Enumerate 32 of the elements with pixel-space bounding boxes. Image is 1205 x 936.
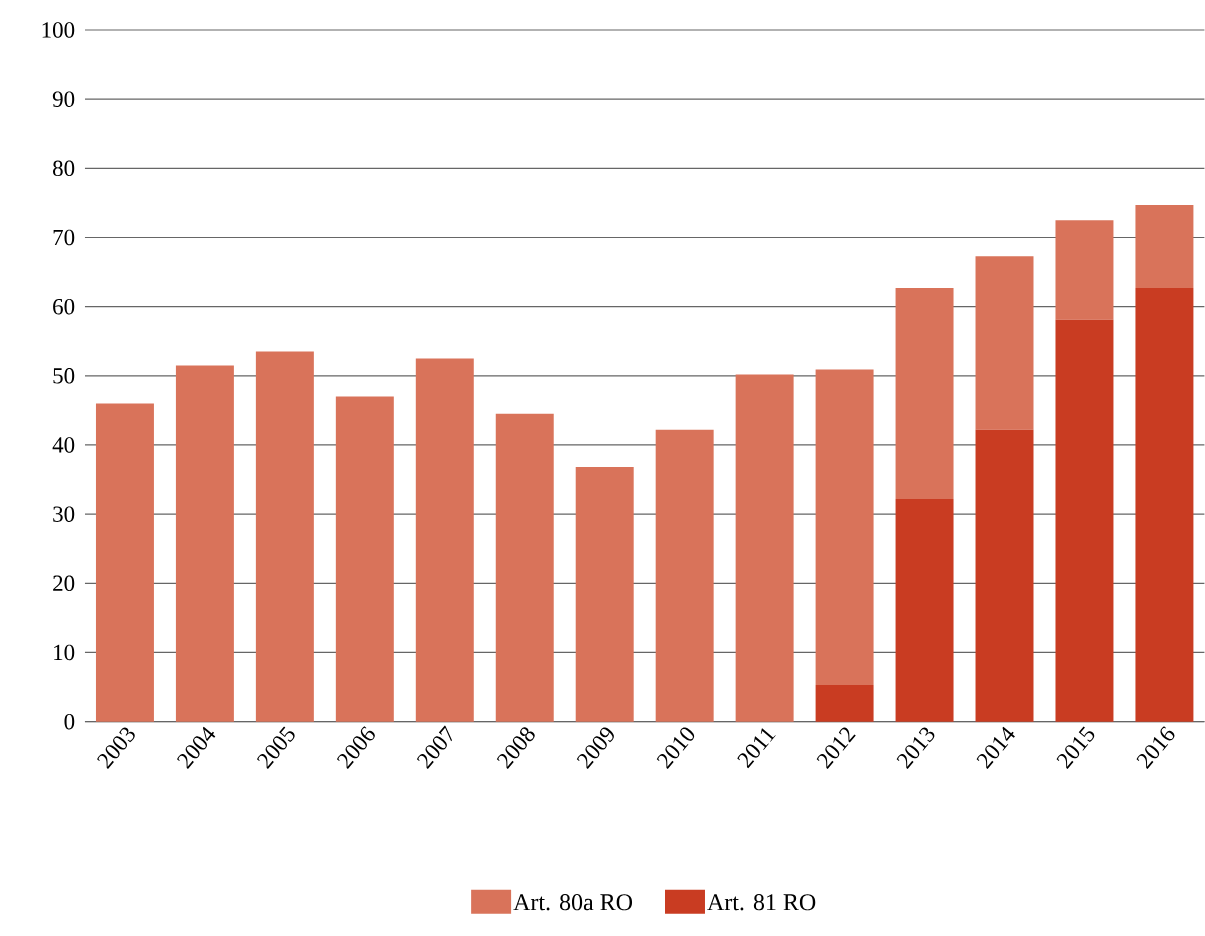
bar <box>975 429 1034 722</box>
bar <box>655 429 714 722</box>
y-tick-label: 10 <box>54 644 75 661</box>
legend-label: Art. 80a RO <box>513 894 633 911</box>
bar <box>335 396 394 722</box>
bar <box>1055 220 1114 321</box>
bar <box>95 403 154 722</box>
bar <box>815 369 874 686</box>
bar <box>255 351 314 722</box>
y-tick-label: 90 <box>52 91 75 108</box>
bar <box>495 414 554 722</box>
y-tick-label: 80 <box>52 160 75 177</box>
bar <box>895 288 954 500</box>
bar <box>1135 288 1194 722</box>
y-tick-label: 0 <box>64 714 75 730</box>
y-tick-label: 50 <box>53 368 75 384</box>
y-tick-label: 70 <box>53 229 75 246</box>
y-tick-label: 30 <box>53 506 75 523</box>
bar <box>175 365 234 722</box>
y-tick-label: 20 <box>53 575 75 592</box>
y-tick-label: 100 <box>42 22 75 38</box>
bar <box>895 499 954 722</box>
bar <box>1135 205 1194 289</box>
bar <box>575 467 634 722</box>
bar <box>1055 320 1114 722</box>
y-tick-label: 40 <box>52 437 75 453</box>
bar <box>415 358 474 722</box>
y-tick-label: 60 <box>53 299 75 315</box>
legend-label: Art. 81 RO <box>707 894 816 911</box>
bar <box>735 374 794 722</box>
bar <box>975 256 1034 430</box>
bar <box>815 685 874 722</box>
